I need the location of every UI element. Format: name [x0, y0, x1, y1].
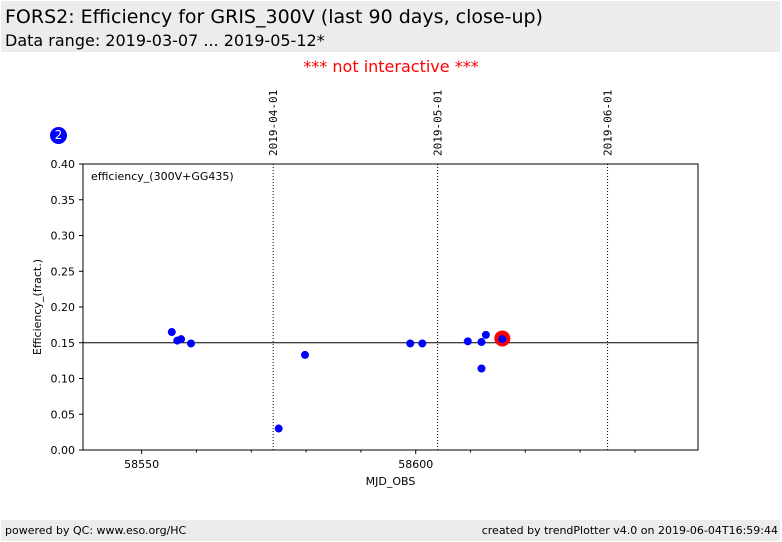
plot-frame: [82, 163, 699, 451]
footer-bar: powered by QC: www.eso.org/HC created by…: [1, 520, 780, 541]
date-marker-label: 2019-06-01: [602, 90, 615, 156]
y-tick-label: 0.05: [51, 408, 76, 421]
page-title: FORS2: Efficiency for GRIS_300V (last 90…: [5, 6, 543, 28]
y-tick-label: 0.20: [51, 301, 76, 314]
legend-label: efficiency_(300V+GG435): [91, 170, 234, 183]
y-tick-label: 0.15: [51, 337, 76, 350]
footer-created-by: created by trendPlotter v4.0 on 2019-06-…: [481, 524, 778, 537]
data-point: [167, 328, 176, 337]
data-point: [177, 335, 186, 344]
y-tick-label: 0.30: [51, 230, 76, 243]
y-tick-label: 0.25: [51, 265, 76, 278]
footer-powered-by: powered by QC: www.eso.org/HC: [5, 524, 187, 537]
y-tick-label: 0.35: [51, 194, 76, 207]
data-point: [406, 339, 415, 348]
y-tick-label: 0.40: [51, 158, 76, 171]
date-marker-label: 2019-05-01: [432, 90, 445, 156]
header-bar: FORS2: Efficiency for GRIS_300V (last 90…: [1, 1, 780, 52]
x-tick-label: 58550: [124, 458, 159, 471]
data-point: [418, 339, 427, 348]
data-point: [300, 350, 309, 359]
y-tick-label: 0.10: [51, 373, 76, 386]
data-point: [463, 337, 472, 346]
data-point: [481, 330, 490, 339]
not-interactive-notice: *** not interactive ***: [303, 57, 479, 76]
date-marker-label: 2019-04-01: [267, 90, 280, 156]
y-axis-label: Efficiency_(fract.): [31, 259, 44, 355]
data-range-subtitle: Data range: 2019-03-07 ... 2019-05-12*: [5, 31, 325, 50]
y-tick-label: 0.00: [51, 444, 76, 457]
data-point: [186, 339, 195, 348]
data-point: [274, 424, 283, 433]
data-point: [477, 364, 486, 373]
data-point: [498, 335, 507, 344]
plot-number-badge: 2: [50, 127, 67, 144]
data-point: [477, 338, 486, 347]
x-axis-label: MJD_OBS: [366, 475, 416, 488]
x-tick-label: 58600: [398, 458, 433, 471]
